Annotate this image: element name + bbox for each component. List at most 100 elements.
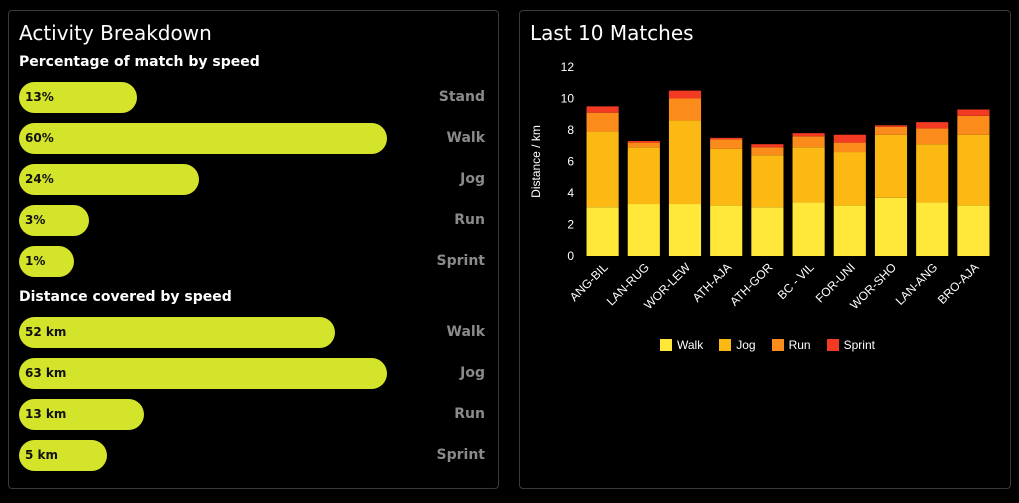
bar-value: 3% <box>25 213 46 227</box>
bar-segment-run <box>874 126 908 135</box>
bar-value: 13% <box>25 90 54 104</box>
bar-segment-walk <box>957 205 990 256</box>
bar-segment-jog <box>586 131 619 208</box>
bar-label: Sprint <box>436 447 485 463</box>
bar-segment-run <box>833 142 866 153</box>
legend-item-sprint[interactable]: Sprint <box>826 338 875 352</box>
panel-title: Last 10 Matches <box>530 21 694 45</box>
bar-segment-jog <box>957 134 990 206</box>
bar-segment-walk <box>874 197 908 256</box>
bar-segment-walk <box>710 205 743 256</box>
bar-segment-walk <box>751 207 784 256</box>
bar-fill: 13 km <box>19 399 144 430</box>
bar-segment-sprint <box>833 134 866 143</box>
distance-row-sprint: 5 km Sprint <box>19 440 485 471</box>
bar-segment-jog <box>874 134 908 198</box>
legend-item-jog[interactable]: Jog <box>719 338 756 352</box>
bar-fill: 5 km <box>19 440 107 471</box>
x-tick-label: BC - VIL <box>775 260 817 302</box>
distance-row-jog: 63 km Jog <box>19 358 485 389</box>
legend-label: Walk <box>677 338 704 352</box>
bar-fill: 3% <box>19 205 89 236</box>
bar-fill: 13% <box>19 82 137 113</box>
y-tick-label: 4 <box>567 186 574 200</box>
bar-value: 63 km <box>25 366 67 380</box>
bar-fill: 60% <box>19 123 387 154</box>
bar-label: Walk <box>446 324 486 340</box>
percentage-row-walk: 60% Walk <box>19 123 485 154</box>
y-tick-label: 0 <box>567 249 574 263</box>
last-matches-panel: Last 10 Matches 0 2 4 6 8 10 12 Distance / km AN… <box>519 10 1011 489</box>
bar-segment-sprint <box>874 125 908 127</box>
distance-row-walk: 52 km Walk <box>19 317 485 348</box>
bar-segment-run <box>627 142 660 148</box>
bar-fill: 52 km <box>19 317 335 348</box>
legend-swatch <box>771 339 784 351</box>
bar-label: Run <box>454 212 485 228</box>
bar-fill: 1% <box>19 246 74 277</box>
distance-section-title: Distance covered by speed <box>19 289 232 305</box>
panel-title: Activity Breakdown <box>19 21 212 45</box>
bar-segment-walk <box>792 202 825 256</box>
legend-item-run[interactable]: Run <box>771 338 811 352</box>
bar-segment-run <box>668 98 702 121</box>
bar-segment-walk <box>833 205 866 256</box>
bar-segment-run <box>751 147 784 156</box>
y-tick-label: 2 <box>567 218 574 232</box>
bar-segment-jog <box>710 148 743 206</box>
y-tick-label: 6 <box>567 155 574 169</box>
bar-label: Stand <box>438 89 485 105</box>
bar-segment-walk <box>668 204 702 256</box>
y-tick-label: 10 <box>561 92 575 106</box>
legend-item-walk[interactable]: Walk <box>660 338 703 352</box>
bar-segment-sprint <box>916 122 949 129</box>
bar-segment-sprint <box>710 137 743 140</box>
legend-swatch <box>660 339 672 351</box>
y-tick-label: 12 <box>561 60 575 74</box>
legend-label: Sprint <box>843 338 875 352</box>
x-tick-label: LAN-ANG <box>893 260 941 308</box>
bar-fill: 24% <box>19 164 199 195</box>
bar-label: Jog <box>460 365 485 381</box>
chart-legend: Walk Jog Run Sprint <box>660 338 875 352</box>
percentage-row-jog: 24% Jog <box>19 164 485 195</box>
bar-segment-sprint <box>957 109 990 116</box>
distance-row-run: 13 km Run <box>19 399 485 430</box>
bar-segment-jog <box>833 152 866 206</box>
bar-label: Sprint <box>436 253 485 269</box>
bar-segment-run <box>957 115 990 135</box>
activity-breakdown-panel: Activity Breakdown Percentage of match b… <box>8 10 499 489</box>
bar-segment-sprint <box>668 90 702 99</box>
bar-segment-run <box>586 112 619 132</box>
bar-label: Jog <box>460 171 485 187</box>
bar-segment-jog <box>792 147 825 203</box>
bar-fill: 63 km <box>19 358 387 389</box>
legend-swatch <box>719 339 732 351</box>
bar-label: Walk <box>446 130 486 146</box>
bar-segment-jog <box>627 147 660 205</box>
bar-segment-sprint <box>751 144 784 148</box>
bar-segment-run <box>916 128 949 145</box>
x-tick-label: BRO-AJA <box>935 260 982 307</box>
bar-value: 1% <box>25 254 46 268</box>
bar-segment-sprint <box>792 133 825 137</box>
bar-segment-jog <box>751 155 784 208</box>
x-tick-label: ATH-GOR <box>727 260 776 309</box>
bar-value: 13 km <box>25 407 67 421</box>
bar-value: 60% <box>25 131 54 145</box>
legend-label: Jog <box>736 338 756 352</box>
bar-segment-jog <box>668 120 702 205</box>
y-axis-label: Distance / km <box>529 125 543 198</box>
y-tick-label: 8 <box>567 123 574 137</box>
percentage-section-title: Percentage of match by speed <box>19 54 260 70</box>
legend-label: Run <box>788 338 811 352</box>
bar-segment-run <box>792 136 825 148</box>
bar-value: 52 km <box>25 325 67 339</box>
bar-segment-walk <box>916 202 949 256</box>
percentage-row-stand: 13% Stand <box>19 82 485 113</box>
bar-segment-jog <box>916 144 949 203</box>
percentage-row-run: 3% Run <box>19 205 485 236</box>
bar-value: 24% <box>25 172 54 186</box>
bar-segment-walk <box>627 204 660 256</box>
